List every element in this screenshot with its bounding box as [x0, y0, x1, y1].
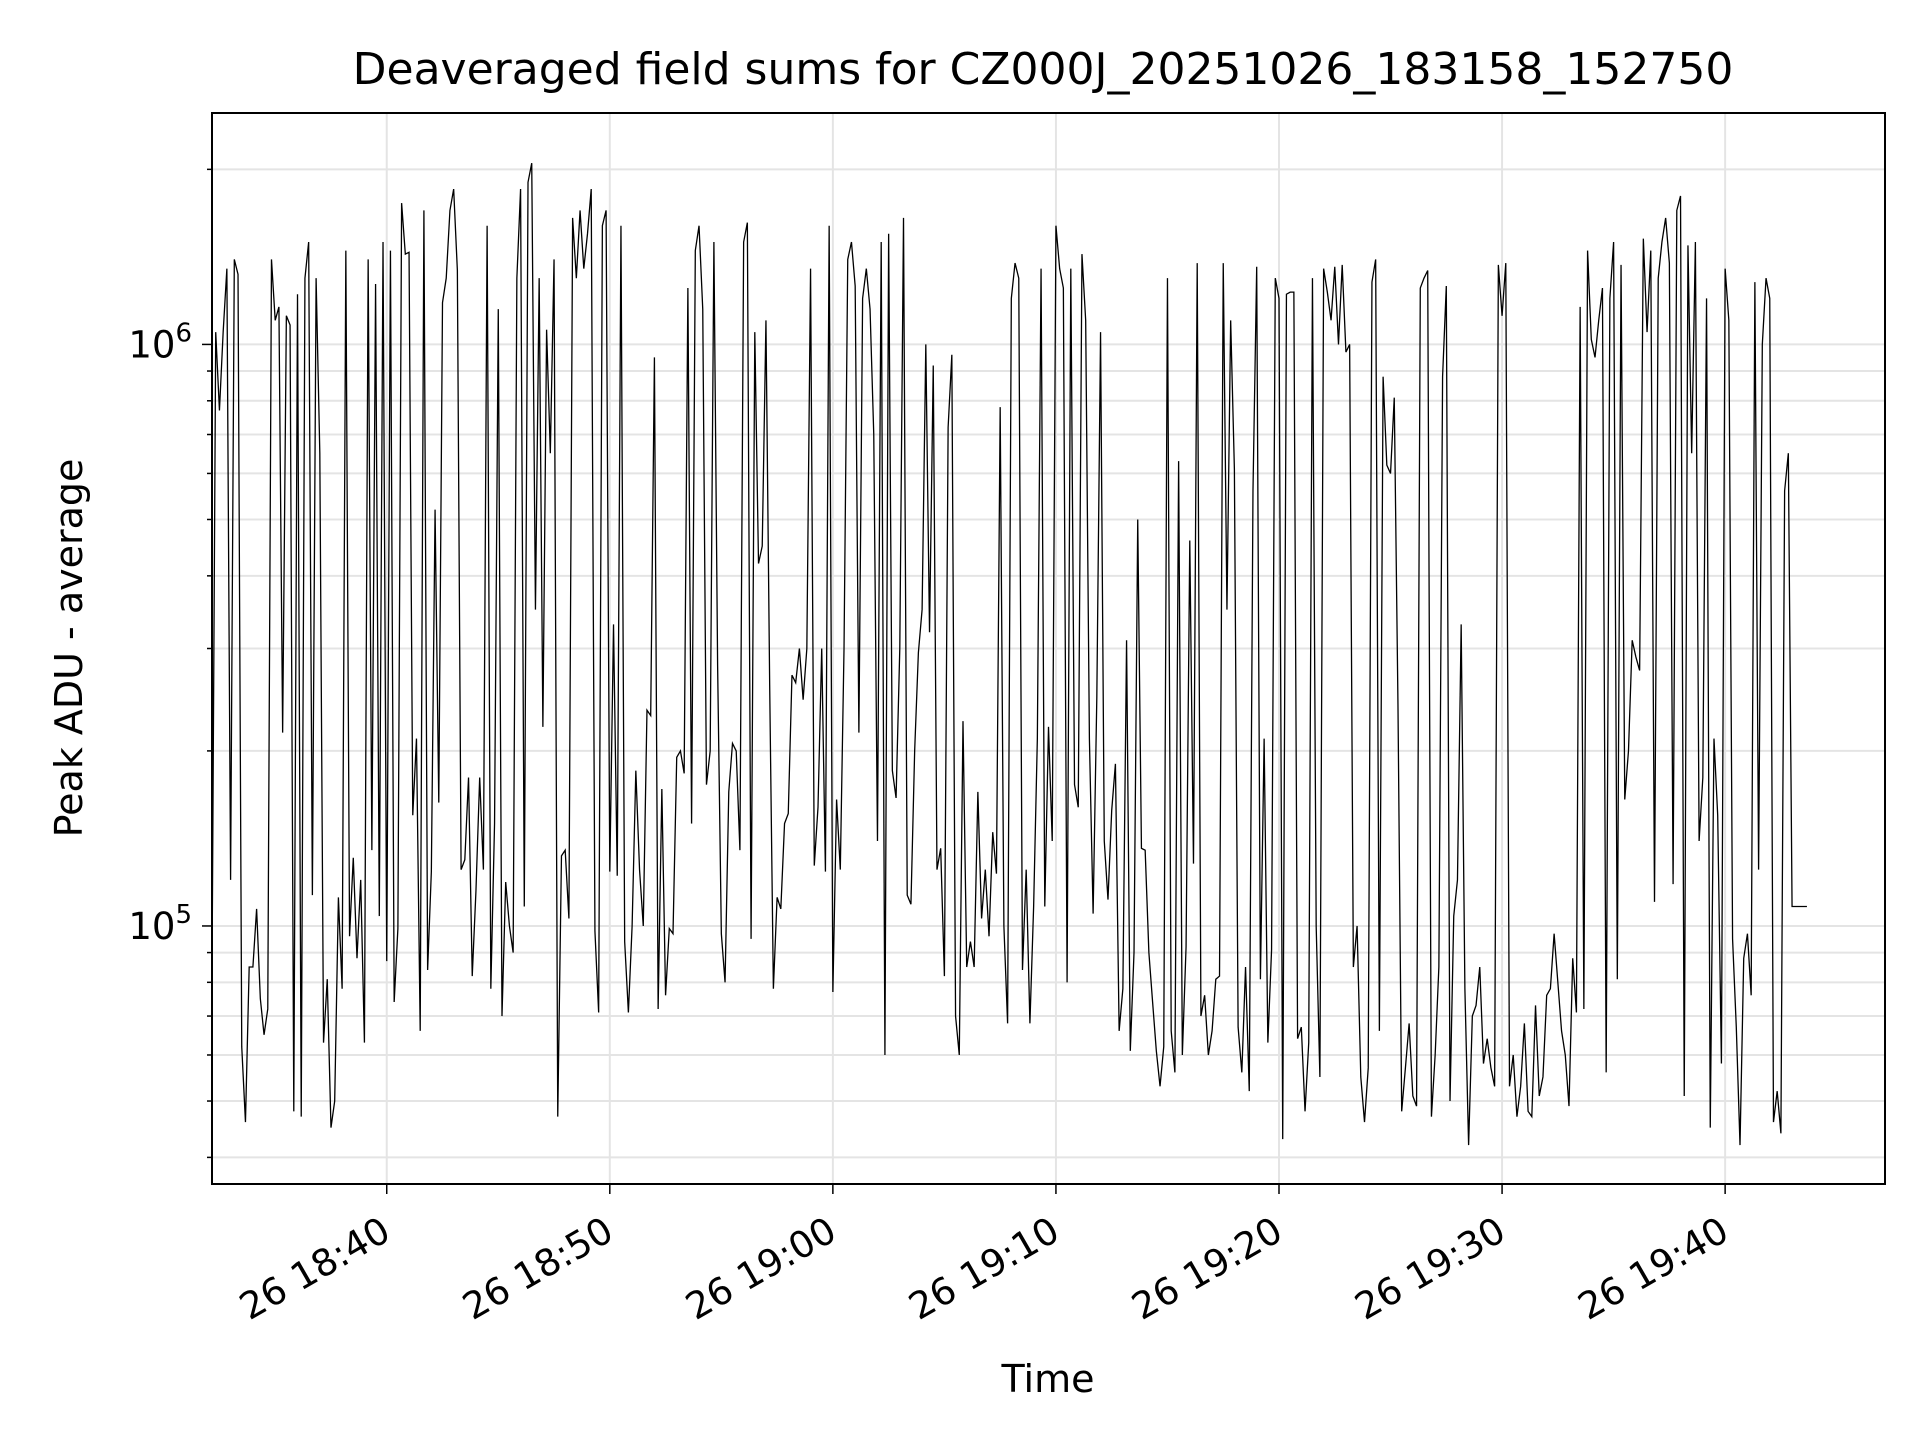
x-tick-label: 26 19:30	[1348, 1209, 1513, 1329]
x-tick-label: 26 18:40	[232, 1209, 397, 1329]
data-series	[211, 162, 1807, 1146]
chart-title: Deaveraged field sums for CZ000J_2025102…	[353, 44, 1734, 95]
y-axis-label: Peak ADU - average	[47, 459, 91, 838]
x-tick-label: 26 19:40	[1571, 1209, 1736, 1329]
series-line	[211, 162, 1807, 1146]
y-tick-label: 105	[128, 900, 192, 948]
axis-ticks: 105 106 26 18:40 26 18:50 26 19:00 26 19:10 26…	[128, 168, 1736, 1329]
x-axis-label: Time	[1001, 1357, 1095, 1401]
y-tick-label: 106	[128, 318, 192, 366]
x-tick-label: 26 18:50	[455, 1209, 620, 1329]
x-tick-label: 26 19:10	[902, 1209, 1067, 1329]
x-tick-label: 26 19:20	[1125, 1209, 1290, 1329]
x-tick-label: 26 19:00	[679, 1209, 844, 1329]
plot-area-frame	[211, 112, 1886, 1185]
